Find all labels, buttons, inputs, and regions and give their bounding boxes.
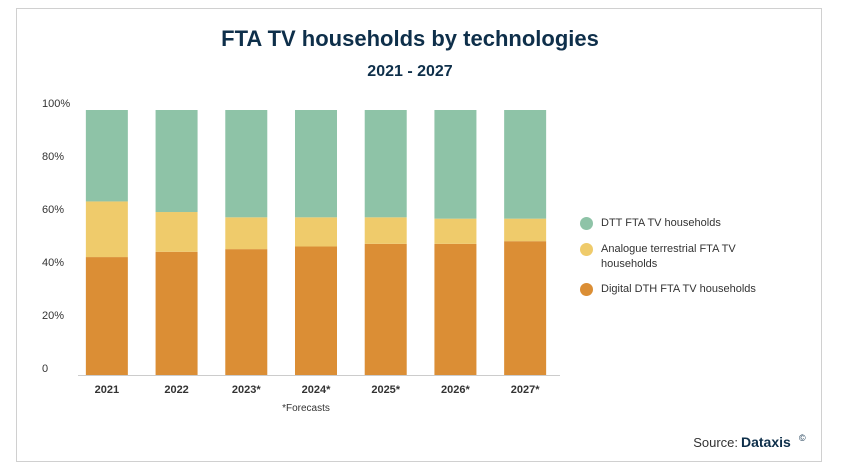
bar-segment xyxy=(225,249,268,375)
legend-swatch xyxy=(580,243,593,256)
bar-segment xyxy=(85,257,128,375)
bar-segment xyxy=(295,246,337,375)
x-tick-label: 2027* xyxy=(511,384,540,396)
y-tick-label: 100% xyxy=(42,98,70,110)
bar-segment xyxy=(364,217,407,244)
bar-segment xyxy=(85,110,128,202)
legend-label: Digital DTH FTA TV households xyxy=(601,283,756,295)
x-tick-label: 2021 xyxy=(95,384,119,396)
legend-item: Analogue terrestrial FTA TV households xyxy=(580,242,780,272)
bar-segment xyxy=(364,110,407,218)
brand: Dataxis xyxy=(741,434,791,450)
copyright: © xyxy=(799,433,806,443)
bar-segment xyxy=(295,110,337,218)
bar-segment xyxy=(364,243,407,375)
annotation: *Forecasts xyxy=(282,403,330,414)
bar-segment xyxy=(504,110,547,219)
chart-title: FTA TV households by technologies xyxy=(221,26,599,51)
chart-subtitle: 2021 - 2027 xyxy=(367,63,453,80)
x-tick-label: 2023* xyxy=(232,384,261,396)
x-tick-label: 2024* xyxy=(302,384,331,396)
legend-label: Analogue terrestrial FTA TV households xyxy=(601,243,736,270)
frame xyxy=(16,8,822,462)
bar-segment xyxy=(434,218,477,244)
bar-segment xyxy=(434,110,477,219)
legend-label: DTT FTA TV households xyxy=(601,217,721,229)
y-tick-label: 80% xyxy=(42,151,64,163)
source-label: Source: xyxy=(693,435,738,450)
legend-swatch xyxy=(580,217,593,230)
bar-segment xyxy=(225,110,268,218)
x-tick-label: 2026* xyxy=(441,384,470,396)
bar-segment xyxy=(155,251,198,375)
bar-segment xyxy=(434,243,477,375)
x-tick-label: 2022 xyxy=(164,384,188,396)
bar-segment xyxy=(504,218,547,242)
bar-segment xyxy=(155,110,198,213)
legend-item: DTT FTA TV households xyxy=(580,216,780,231)
bar-segment xyxy=(225,217,268,250)
y-tick-label: 0 xyxy=(42,363,48,375)
y-tick-label: 20% xyxy=(42,310,64,322)
legend-item: Digital DTH FTA TV households xyxy=(580,282,780,297)
legend-swatch xyxy=(580,283,593,296)
x-tick-label: 2025* xyxy=(371,384,400,396)
bar-segment xyxy=(295,217,337,247)
bar-segment xyxy=(85,201,128,258)
y-tick-label: 60% xyxy=(42,204,64,216)
bar-segment xyxy=(155,212,198,252)
y-tick-label: 40% xyxy=(42,257,64,269)
bar-segment xyxy=(504,241,547,375)
